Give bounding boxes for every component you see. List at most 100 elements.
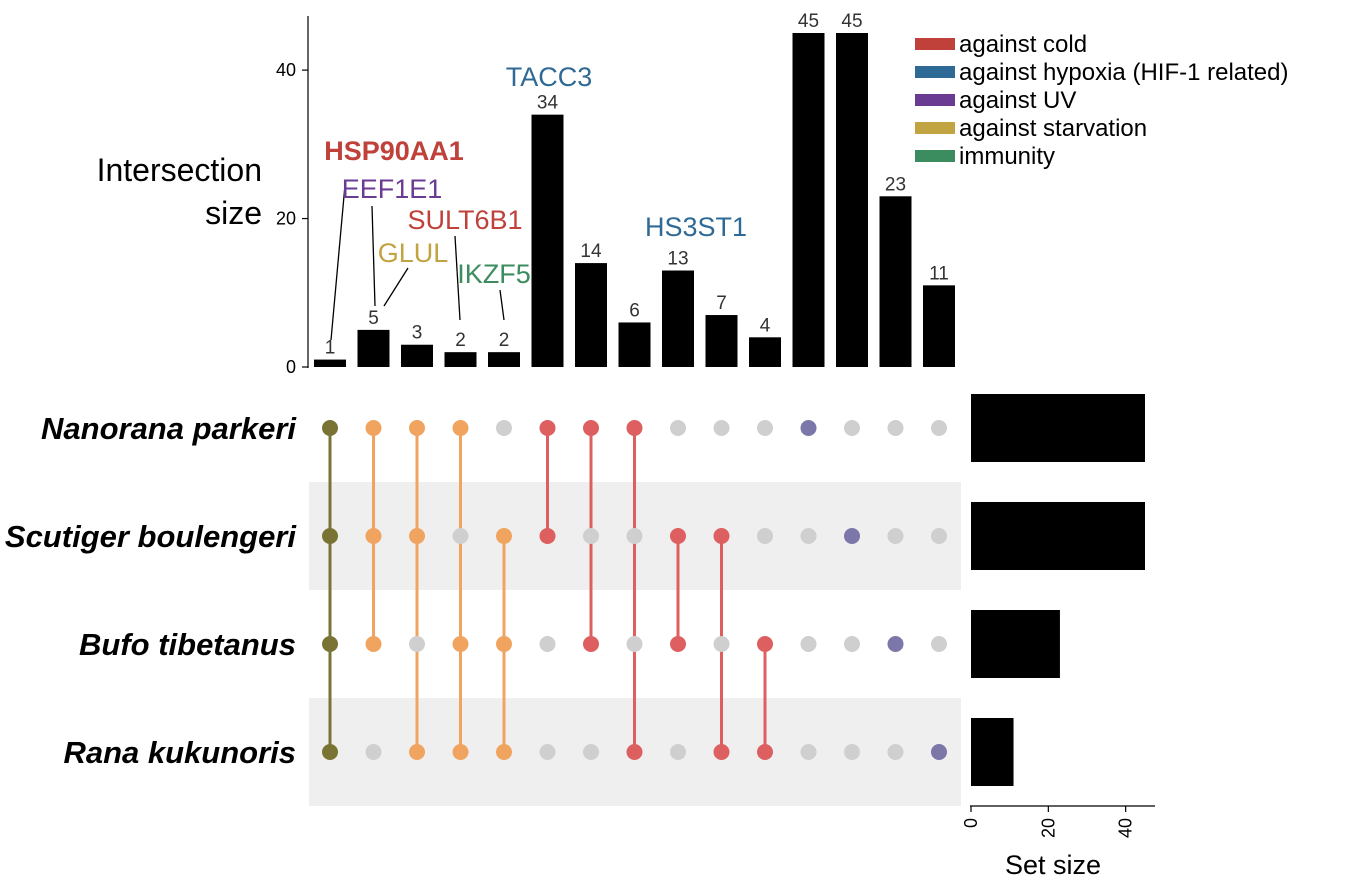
- matrix-dot-inactive: [713, 636, 730, 652]
- matrix-dot-inactive: [931, 420, 947, 436]
- legend-swatch: [915, 122, 955, 134]
- bar-value-label: 2: [455, 330, 466, 351]
- bar-value-label: 45: [798, 11, 819, 32]
- bar-value-label: 7: [716, 293, 727, 314]
- bar-value-label: 13: [667, 249, 688, 270]
- legend-swatch: [915, 38, 955, 50]
- matrix-dot-active: [539, 420, 556, 436]
- matrix-dot-active: [844, 528, 860, 544]
- intersection-bar: [836, 33, 868, 367]
- matrix-dot-active: [757, 636, 773, 652]
- gene-label: IKZF5: [457, 259, 531, 289]
- set-size-bars: 0 20 40 Set size: [961, 394, 1155, 880]
- y-tick-label: 0: [286, 357, 296, 377]
- matrix-dot-inactive: [583, 528, 599, 544]
- matrix-dot-active: [670, 528, 686, 544]
- matrix-dot-active: [452, 744, 469, 760]
- matrix-dot-inactive: [409, 636, 425, 652]
- matrix-dot-active: [452, 636, 469, 652]
- matrix-dot-active: [713, 528, 730, 544]
- intersection-bar: [575, 263, 607, 367]
- set-name-labels: Nanorana parkeri Scutiger boulengeri Bufo …: [5, 411, 297, 770]
- matrix-dot-active: [931, 744, 947, 760]
- intersection-bar: [314, 359, 346, 367]
- matrix-dot-inactive: [713, 420, 730, 436]
- intersection-bar: [705, 315, 738, 367]
- matrix-dot-active: [626, 420, 643, 436]
- set-size-bar: [971, 610, 1060, 678]
- matrix-dot-active: [583, 636, 599, 652]
- intersection-bars: 1 5 3 2 2 34 14 6 13 7 4 45 45 23 11: [314, 11, 955, 368]
- intersection-bar: [923, 285, 955, 367]
- intersection-bar: [401, 344, 433, 367]
- matrix-dot-inactive: [844, 420, 860, 436]
- matrix-dot-inactive: [452, 528, 469, 544]
- annotation-leader-line: [330, 184, 346, 341]
- matrix-dot-inactive: [539, 636, 556, 652]
- gene-label: GLUL: [378, 238, 449, 268]
- intersection-size-axis: 0 20 40 Intersection size: [97, 16, 309, 377]
- matrix-dot-active: [713, 744, 730, 760]
- bar-value-label: 1: [325, 338, 336, 359]
- annotation-leader-line: [499, 289, 505, 321]
- matrix-dot-inactive: [887, 420, 904, 436]
- matrix-dot-active: [452, 420, 469, 436]
- intersection-bar: [749, 337, 781, 367]
- y-axis-title-line: Intersection: [97, 152, 262, 188]
- matrix-dot-inactive: [365, 744, 382, 760]
- annotation-leader-line: [371, 205, 376, 307]
- matrix-dot-inactive: [539, 744, 556, 760]
- matrix-dot-active: [365, 636, 382, 652]
- bar-value-label: 4: [760, 315, 771, 336]
- legend-label: immunity: [959, 143, 1055, 170]
- intersection-bar: [357, 329, 390, 367]
- intersection-bar: [879, 196, 912, 367]
- legend-label: against starvation: [959, 115, 1147, 142]
- annotation-leader-line: [454, 235, 461, 321]
- matrix-dot-active: [365, 528, 382, 544]
- gene-label: SULT6B1: [407, 205, 522, 235]
- intersection-bar: [531, 114, 564, 368]
- intersection-bar: [792, 33, 825, 367]
- matrix-dot-active: [757, 744, 773, 760]
- y-tick-label: 20: [276, 209, 296, 229]
- matrix-dot-inactive: [931, 528, 947, 544]
- membership-matrix: [322, 420, 947, 760]
- matrix-dot-inactive: [844, 636, 860, 652]
- set-size-tick-label: 40: [1116, 818, 1136, 838]
- intersection-bar: [444, 352, 477, 367]
- matrix-dot-inactive: [496, 420, 512, 436]
- matrix-dot-active: [322, 744, 338, 760]
- legend-swatch: [915, 150, 955, 162]
- gene-label: HS3ST1: [645, 212, 747, 242]
- set-size-axis-title: Set size: [1005, 850, 1101, 880]
- matrix-dot-active: [322, 528, 338, 544]
- bar-value-label: 14: [580, 241, 602, 262]
- matrix-dot-active: [670, 636, 686, 652]
- matrix-dot-active: [887, 636, 904, 652]
- set-name-label: Nanorana parkeri: [41, 411, 297, 446]
- set-name-label: Rana kukunoris: [63, 735, 296, 770]
- bar-value-label: 6: [629, 300, 640, 321]
- matrix-dot-inactive: [800, 744, 817, 760]
- legend-swatch: [915, 66, 955, 78]
- intersection-bar: [662, 270, 694, 367]
- bar-value-label: 23: [885, 174, 906, 195]
- matrix-dot-active: [626, 744, 643, 760]
- annotation-leader-line: [383, 267, 409, 307]
- legend-label: against hypoxia (HIF-1 related): [959, 59, 1288, 86]
- bar-value-label: 5: [368, 308, 379, 329]
- matrix-dot-active: [365, 420, 382, 436]
- bar-value-label: 11: [929, 263, 949, 284]
- matrix-dot-inactive: [844, 744, 860, 760]
- matrix-dot-active: [409, 528, 425, 544]
- matrix-dot-active: [539, 528, 556, 544]
- matrix-dot-inactive: [670, 744, 686, 760]
- gene-label: EEF1E1: [342, 174, 443, 204]
- gene-label: TACC3: [506, 62, 593, 92]
- legend-label: against UV: [959, 87, 1076, 114]
- intersection-bar: [488, 352, 520, 367]
- y-tick-label: 40: [276, 60, 296, 80]
